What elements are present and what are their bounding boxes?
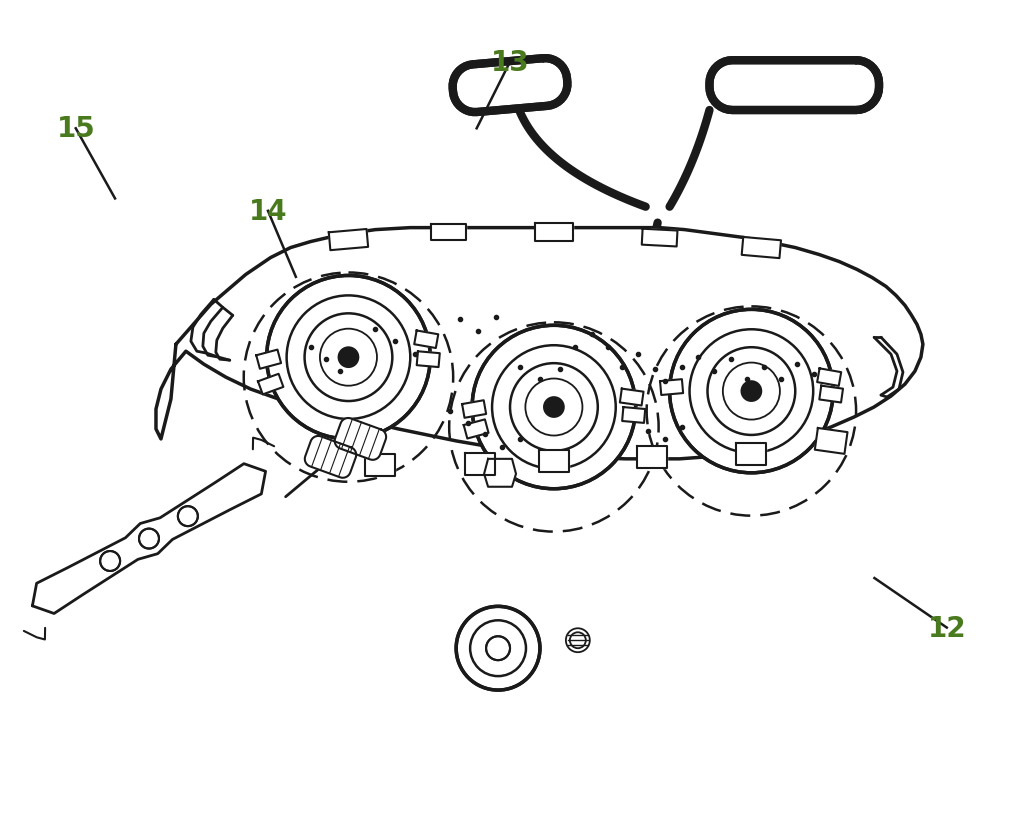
Polygon shape [815,428,847,454]
Circle shape [472,326,636,489]
Polygon shape [819,386,843,403]
Polygon shape [256,350,281,370]
Polygon shape [637,447,666,468]
Polygon shape [464,420,489,439]
Polygon shape [335,418,386,461]
Polygon shape [258,375,284,395]
Polygon shape [156,228,923,459]
Polygon shape [431,224,465,241]
Polygon shape [817,369,841,386]
Circle shape [339,348,358,368]
Circle shape [742,381,761,402]
Polygon shape [32,464,265,614]
Polygon shape [305,437,356,478]
Circle shape [266,276,430,439]
Polygon shape [535,223,573,241]
Polygon shape [366,454,396,476]
Polygon shape [416,351,439,368]
Circle shape [139,529,159,549]
Polygon shape [328,230,368,251]
Polygon shape [641,229,678,247]
Circle shape [178,507,198,527]
Polygon shape [539,451,569,472]
Text: 13: 13 [490,50,529,77]
Text: 15: 15 [56,115,95,143]
Polygon shape [462,401,486,418]
Text: 12: 12 [927,614,967,642]
Circle shape [544,398,564,418]
Polygon shape [414,331,438,349]
Circle shape [100,552,120,571]
Polygon shape [742,237,781,259]
Polygon shape [620,390,643,406]
Circle shape [456,607,540,691]
Polygon shape [660,380,683,395]
Text: 14: 14 [249,198,287,226]
Polygon shape [623,408,645,423]
Polygon shape [484,459,516,487]
Polygon shape [737,443,767,466]
Circle shape [669,310,833,473]
Polygon shape [465,453,495,476]
Circle shape [486,637,510,661]
